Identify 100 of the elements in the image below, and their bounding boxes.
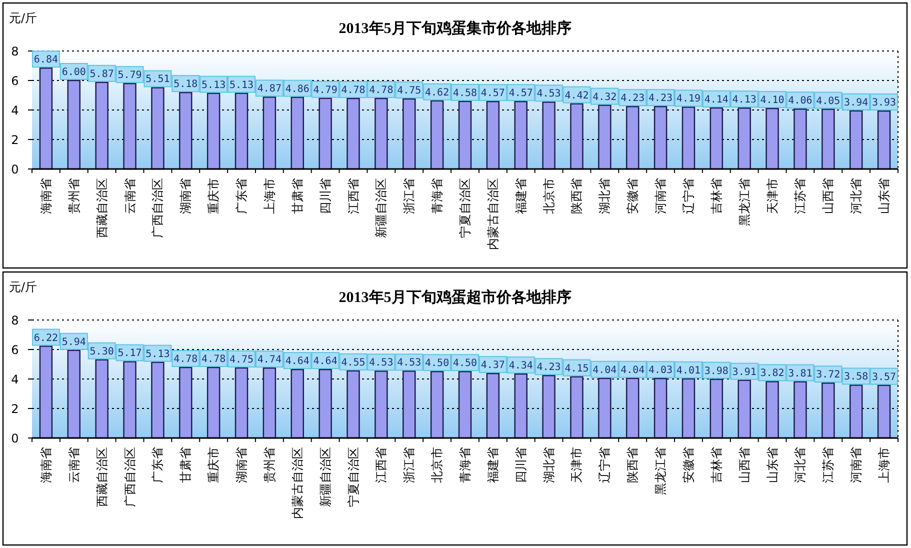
data-label: 5.13 (146, 348, 170, 360)
x-tick-label: 湖北省 (598, 178, 612, 214)
x-tick-label: 青海省 (458, 447, 472, 483)
x-tick-label: 陕西省 (626, 447, 640, 483)
data-label: 4.05 (816, 96, 840, 107)
x-tick-label: 新疆自治区 (374, 178, 388, 238)
x-tick-label: 福建省 (514, 178, 528, 214)
data-label: 5.13 (202, 80, 226, 91)
x-tick-label: 安徽省 (626, 178, 640, 214)
x-tick-label: 黑龙江省 (737, 178, 752, 226)
x-tick-label: 河北省 (793, 447, 808, 483)
x-tick-label: 江苏省 (793, 178, 808, 214)
data-label: 5.51 (146, 74, 170, 86)
data-label: 4.75 (229, 354, 254, 366)
data-label: 4.04 (620, 364, 645, 376)
x-tick-label: 四川省 (318, 178, 332, 214)
x-tick-label: 甘肃省 (290, 178, 304, 214)
x-tick-label: 内蒙古自治区 (486, 178, 500, 250)
data-label: 4.75 (397, 85, 422, 96)
data-label: 4.78 (369, 84, 394, 96)
x-tick-label: 上海市 (262, 178, 276, 214)
data-label: 4.34 (508, 360, 533, 372)
data-label: 4.64 (285, 356, 310, 368)
x-tick-label: 天津市 (765, 178, 780, 214)
x-tick-label: 四川省 (514, 447, 528, 483)
x-tick-label: 广西自治区 (122, 447, 137, 507)
data-label: 3.91 (732, 366, 756, 378)
x-tick-label: 重庆市 (206, 447, 221, 483)
data-label: 4.79 (313, 84, 338, 96)
data-label: 4.78 (174, 354, 198, 365)
x-tick-label: 贵州省 (66, 178, 81, 214)
x-tick-label: 新疆自治区 (318, 447, 332, 507)
data-label: 4.01 (676, 365, 701, 376)
x-tick-label: 西藏自治区 (94, 178, 109, 238)
x-tick-label: 湖南省 (178, 178, 193, 214)
y-tick-label: 8 (11, 44, 19, 58)
data-label: 4.78 (202, 354, 226, 365)
y-tick-label: 0 (11, 162, 19, 176)
data-label: 4.53 (369, 358, 394, 369)
x-tick-label: 广东省 (150, 447, 165, 483)
y-tick-label: 6 (11, 343, 19, 357)
x-tick-label: 江苏省 (821, 447, 836, 483)
x-tick-label: 湖南省 (234, 447, 249, 483)
x-tick-label: 山东省 (877, 178, 892, 214)
x-tick-label: 广东省 (234, 178, 249, 214)
data-label: 4.55 (341, 357, 366, 368)
data-label: 4.37 (480, 360, 505, 372)
data-label: 4.53 (397, 358, 422, 369)
x-tick-label: 重庆市 (206, 178, 221, 214)
x-tick-label: 天津市 (570, 447, 584, 483)
data-label: 4.23 (648, 93, 673, 104)
data-label: 6.22 (34, 332, 58, 344)
x-tick-label: 山西省 (737, 447, 752, 483)
x-tick-label: 山西省 (821, 178, 836, 214)
data-label: 5.30 (90, 346, 114, 358)
data-label: 4.03 (648, 365, 673, 376)
y-axis-title: 元/斤 (9, 280, 38, 294)
data-label: 4.32 (592, 92, 617, 103)
data-label: 6.00 (62, 67, 86, 78)
x-tick-label: 海南省 (38, 447, 53, 483)
x-tick-label: 广西自治区 (150, 178, 165, 238)
data-label: 4.23 (536, 362, 561, 374)
data-label: 3.93 (872, 98, 896, 109)
data-label: 4.78 (341, 84, 366, 96)
x-tick-label: 北京市 (542, 178, 556, 214)
x-tick-label: 湖北省 (542, 447, 556, 483)
data-label: 3.58 (844, 372, 868, 383)
x-tick-label: 吉林省 (709, 178, 724, 214)
x-tick-label: 辽宁省 (598, 447, 612, 483)
x-tick-label: 内蒙古自治区 (290, 447, 304, 519)
chart-title: 2013年5月下旬鸡蛋集市价各地排序 (338, 19, 572, 37)
data-label: 4.04 (592, 364, 617, 376)
data-label: 4.50 (452, 358, 478, 370)
data-label: 4.23 (620, 93, 645, 104)
x-tick-label: 江西省 (346, 178, 360, 214)
data-label: 4.15 (564, 363, 589, 374)
x-tick-label: 黑龙江省 (654, 447, 668, 495)
y-tick-label: 4 (11, 372, 19, 386)
x-tick-label: 青海省 (430, 178, 444, 214)
data-label: 3.72 (816, 370, 840, 381)
x-tick-label: 贵州省 (262, 447, 276, 483)
data-label: 4.58 (452, 88, 478, 99)
data-label: 3.82 (760, 368, 784, 380)
y-axis-title: 元/斤 (9, 11, 38, 25)
y-tick-label: 4 (11, 104, 19, 118)
data-label: 4.53 (536, 88, 561, 100)
y-tick-label: 8 (11, 314, 19, 328)
x-tick-label: 宁夏自治区 (458, 178, 472, 238)
data-label: 4.50 (425, 358, 450, 370)
data-label: 4.14 (704, 94, 728, 106)
x-tick-label: 山东省 (765, 447, 780, 483)
x-tick-label: 云南省 (66, 447, 81, 483)
x-tick-label: 吉林省 (709, 447, 724, 483)
y-tick-label: 6 (11, 74, 19, 88)
x-tick-label: 宁夏自治区 (346, 447, 360, 507)
x-tick-label: 江西省 (374, 447, 388, 483)
x-tick-label: 海南省 (38, 178, 53, 214)
y-tick-label: 0 (11, 432, 19, 446)
data-label: 4.13 (732, 94, 756, 106)
y-tick-label: 2 (11, 402, 19, 416)
